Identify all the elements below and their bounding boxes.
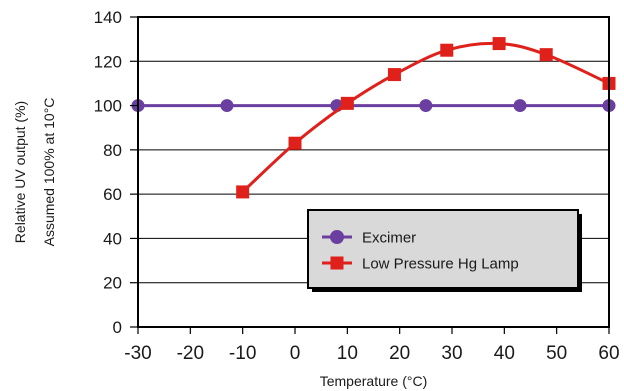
data-point-low-pressure-hg-lamp <box>492 37 506 51</box>
y-tick-label: 20 <box>103 274 122 293</box>
x-tick-label: 60 <box>598 343 619 364</box>
legend-marker-low-pressure-hg-lamp <box>330 256 344 270</box>
x-tick-label: 30 <box>441 343 462 364</box>
tick-layer: 0 20 40 60 80 100 120 140 -30 -20 -10 0 10 20 30 40 50 60 <box>94 8 620 364</box>
legend-marker-excimer <box>330 230 344 244</box>
x-tick-label: 40 <box>494 343 515 364</box>
data-point-excimer <box>220 99 234 113</box>
y-tick-label: 100 <box>94 97 122 116</box>
legend-label-excimer: Excimer <box>362 230 416 247</box>
x-axis-title: Temperature (°C) <box>320 373 428 389</box>
series-line-low-pressure-hg-lamp <box>241 41 610 194</box>
y-tick-label: 80 <box>103 141 122 160</box>
y-tick-label: 40 <box>103 229 122 248</box>
x-tick-label: -10 <box>229 343 256 364</box>
x-tick-label: 0 <box>290 343 301 364</box>
x-tick-label: 10 <box>337 343 358 364</box>
x-tick-label: 50 <box>546 343 567 364</box>
data-point-low-pressure-hg-lamp <box>340 96 354 110</box>
legend: Excimer Low Pressure Hg Lamp <box>307 209 582 292</box>
y-axis-title-line-1: Relative UV output (%) <box>12 101 28 243</box>
data-point-low-pressure-hg-lamp <box>387 68 401 82</box>
legend-box <box>307 209 579 289</box>
y-axis-title-line-2: Assumed 100% at 10°C <box>41 98 57 247</box>
x-tick-label: 20 <box>389 343 410 364</box>
data-point-low-pressure-hg-lamp <box>288 136 302 150</box>
plot-frame <box>137 16 610 328</box>
data-point-low-pressure-hg-lamp <box>236 185 250 199</box>
legend-label-low-pressure-hg-lamp: Low Pressure Hg Lamp <box>362 256 519 273</box>
series-layer <box>131 37 616 199</box>
y-tick-label: 60 <box>103 185 122 204</box>
y-tick-label: 120 <box>94 52 122 71</box>
data-point-low-pressure-hg-lamp <box>539 48 553 62</box>
x-tick-label: -30 <box>124 343 151 364</box>
data-point-excimer <box>419 99 433 113</box>
data-point-excimer <box>513 99 527 113</box>
y-tick-label: 140 <box>94 8 122 27</box>
data-point-low-pressure-hg-lamp <box>440 43 454 57</box>
x-tick-label: -20 <box>177 343 204 364</box>
y-tick-label: 0 <box>113 318 122 337</box>
